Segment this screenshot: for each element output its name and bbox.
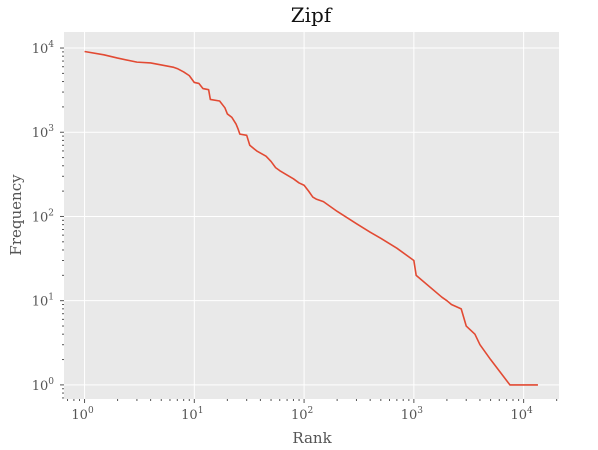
y-tick-label: 100 — [32, 377, 55, 394]
y-tick-label: 102 — [32, 208, 54, 225]
chart-title: Zipf — [291, 3, 333, 27]
y-axis-label: Frequency — [7, 174, 25, 256]
x-tick-label: 103 — [401, 406, 424, 423]
plot-background — [64, 32, 559, 399]
axis-ticks — [60, 47, 558, 403]
series-layer — [84, 50, 538, 386]
grid — [64, 32, 559, 399]
y-tick-label: 101 — [32, 293, 54, 310]
x-tick-label: 104 — [510, 406, 533, 423]
x-tick-label: 101 — [181, 406, 203, 423]
x-tick-label: 102 — [291, 406, 313, 423]
x-axis-label: Rank — [292, 429, 332, 447]
series-line — [84, 50, 538, 386]
x-tick-labels: 100 101 102 103 104 — [71, 406, 533, 423]
y-tick-label: 103 — [32, 124, 55, 141]
x-tick-label: 100 — [71, 406, 94, 423]
y-tick-labels: 100 101 102 103 104 — [32, 40, 55, 394]
y-tick-label: 104 — [32, 40, 55, 57]
